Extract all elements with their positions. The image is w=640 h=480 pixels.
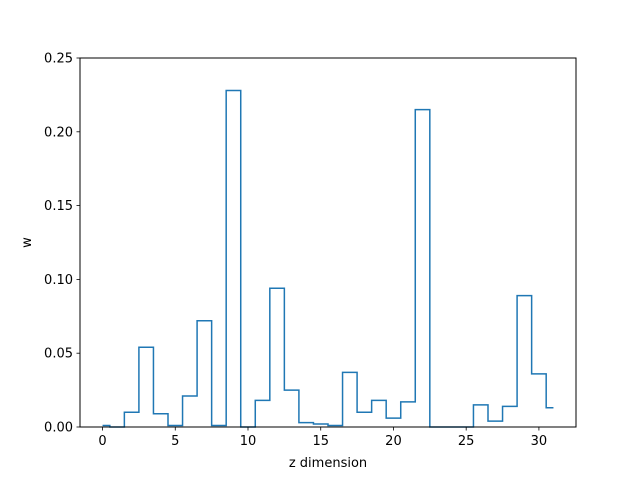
y-tick-label: 0.20	[44, 125, 73, 140]
y-tick-label: 0.25	[44, 52, 73, 67]
x-tick-label: 10	[240, 434, 257, 449]
series-line	[102, 89, 554, 428]
x-tick-label: 15	[312, 434, 329, 449]
plot-area	[80, 58, 576, 427]
x-axis-label: z dimension	[289, 456, 367, 471]
x-ticks: 0 5 10 15 20 25 30	[98, 427, 547, 449]
y-tick-label: 0.15	[44, 199, 73, 214]
x-tick-label: 25	[458, 434, 475, 449]
x-tick-label: 5	[171, 434, 179, 449]
series-layer	[102, 89, 554, 428]
y-ticks: 0.00 0.05 0.10 0.15 0.20 0.25	[44, 52, 80, 436]
x-tick-label: 30	[531, 434, 548, 449]
x-tick-label: 0	[98, 434, 106, 449]
y-tick-label: 0.05	[44, 347, 73, 362]
y-tick-label: 0.10	[44, 273, 73, 288]
x-tick-label: 20	[385, 434, 402, 449]
axes-layer	[79, 57, 577, 428]
plot-frame	[79, 57, 577, 428]
y-tick-label: 0.00	[44, 421, 73, 436]
y-axis-label: w	[20, 237, 35, 248]
